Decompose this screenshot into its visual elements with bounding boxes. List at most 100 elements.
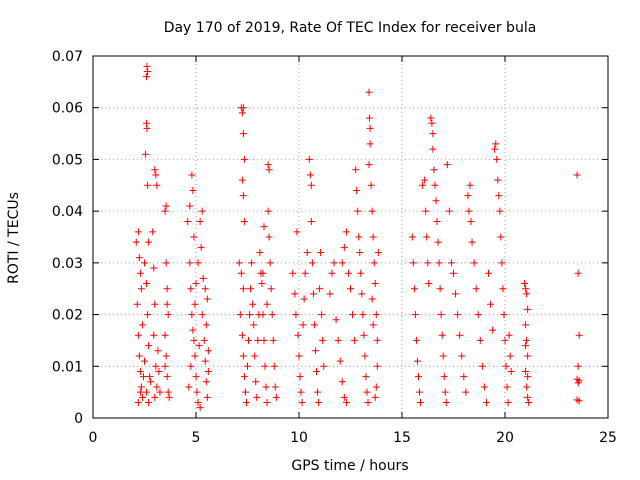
- data-point: [134, 398, 142, 406]
- data-point: [353, 186, 361, 194]
- data-point: [349, 311, 357, 319]
- data-point: [260, 223, 268, 231]
- data-point: [522, 285, 530, 293]
- data-point: [431, 181, 439, 189]
- data-point: [262, 383, 270, 391]
- y-tick-label: 0.03: [52, 256, 83, 272]
- data-point: [239, 192, 247, 200]
- data-point: [239, 104, 247, 112]
- data-point: [456, 331, 464, 339]
- data-point: [311, 347, 319, 355]
- data-point: [144, 311, 152, 319]
- data-point: [149, 228, 157, 236]
- data-point: [307, 181, 315, 189]
- data-point: [574, 379, 582, 387]
- data-point: [198, 311, 206, 319]
- data-point: [143, 124, 151, 132]
- data-point: [198, 207, 206, 215]
- data-point: [161, 362, 169, 370]
- data-point: [204, 367, 212, 375]
- data-point: [196, 404, 204, 412]
- data-point: [504, 398, 512, 406]
- data-point: [195, 342, 203, 350]
- data-point: [242, 398, 250, 406]
- data-point: [190, 233, 198, 241]
- data-point: [482, 398, 490, 406]
- data-point: [315, 398, 323, 406]
- data-point: [310, 321, 318, 329]
- x-tick-label: 20: [496, 430, 514, 446]
- data-point: [332, 316, 340, 324]
- data-point: [460, 373, 468, 381]
- data-point: [295, 352, 303, 360]
- data-point: [369, 233, 377, 241]
- data-point: [505, 331, 513, 339]
- data-point: [305, 155, 313, 163]
- data-point: [454, 311, 462, 319]
- data-point: [476, 336, 484, 344]
- data-point: [497, 233, 505, 241]
- data-point: [502, 362, 510, 370]
- data-point: [150, 331, 158, 339]
- data-point: [272, 393, 280, 401]
- data-point: [194, 259, 202, 267]
- data-point: [293, 228, 301, 236]
- data-point: [432, 197, 440, 205]
- data-point: [238, 176, 246, 184]
- y-axis-label: ROTI / TECUs: [6, 192, 22, 284]
- data-point: [316, 285, 324, 293]
- data-point: [299, 321, 307, 329]
- data-point: [260, 336, 268, 344]
- data-point: [136, 269, 144, 277]
- x-tick-label: 5: [192, 430, 201, 446]
- data-point: [161, 331, 169, 339]
- data-point: [197, 243, 205, 251]
- data-point: [270, 362, 278, 370]
- data-point: [433, 217, 441, 225]
- data-point: [151, 166, 159, 174]
- data-point: [188, 171, 196, 179]
- data-point: [156, 388, 164, 396]
- data-point: [154, 347, 162, 355]
- data-point: [247, 285, 255, 293]
- data-point: [372, 383, 380, 391]
- data-point: [150, 264, 158, 272]
- data-point: [303, 249, 311, 257]
- data-point: [256, 249, 264, 257]
- data-point: [143, 73, 151, 81]
- data-point: [165, 393, 173, 401]
- y-tick-label: 0: [74, 411, 83, 427]
- data-point: [162, 352, 170, 360]
- x-tick-label: 25: [599, 430, 617, 446]
- data-point: [238, 331, 246, 339]
- data-point: [136, 388, 144, 396]
- data-point: [265, 166, 273, 174]
- data-point: [342, 398, 350, 406]
- y-tick-label: 0.07: [52, 49, 83, 65]
- data-point: [359, 311, 367, 319]
- data-point: [263, 398, 271, 406]
- data-point: [574, 269, 582, 277]
- data-point: [499, 285, 507, 293]
- data-point: [190, 336, 198, 344]
- x-tick-label: 0: [89, 430, 98, 446]
- data-point: [369, 321, 377, 329]
- data-point: [445, 207, 453, 215]
- data-point: [438, 331, 446, 339]
- data-point: [152, 171, 160, 179]
- data-point: [317, 249, 325, 257]
- data-point: [258, 280, 266, 288]
- data-point: [191, 352, 199, 360]
- data-point: [464, 192, 472, 200]
- data-point: [328, 269, 336, 277]
- data-point: [203, 295, 211, 303]
- data-point: [245, 336, 253, 344]
- data-point: [472, 285, 480, 293]
- data-point: [523, 290, 531, 298]
- data-point: [434, 238, 442, 246]
- data-point: [437, 311, 445, 319]
- data-point: [320, 362, 328, 370]
- data-point: [340, 243, 348, 251]
- data-point: [237, 269, 245, 277]
- data-point: [266, 259, 274, 267]
